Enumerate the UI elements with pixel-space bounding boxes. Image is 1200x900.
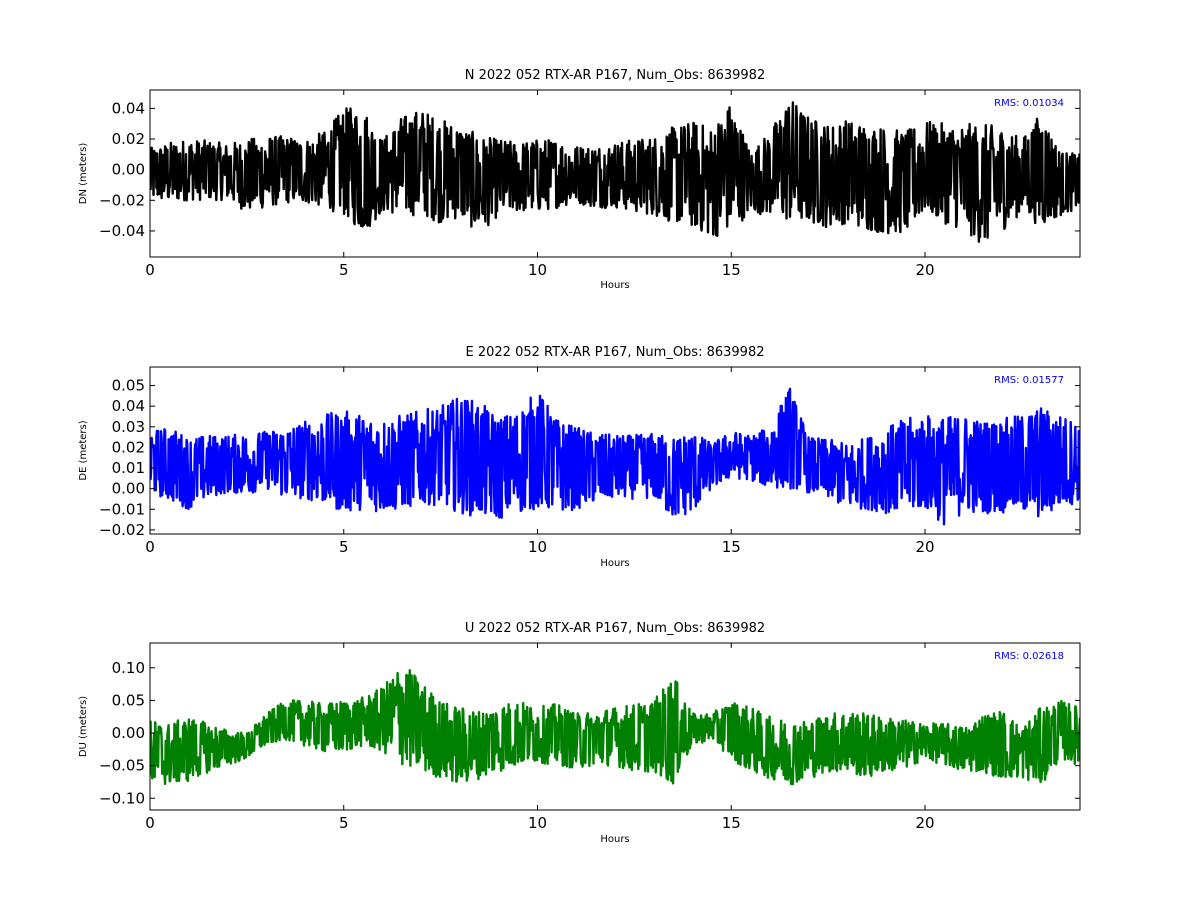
y-tick-label: 0.00 (112, 161, 145, 179)
plot-marks: 0 5 10 15 20 0.05 0.04 0.03 0.02 0.01 0.00 −0.01 −0.… (99, 366, 1081, 556)
y-tick-label: 0.02 (112, 130, 145, 148)
x-tick-label: 15 (722, 538, 741, 556)
x-tick-label: 5 (339, 538, 349, 556)
y-tick-label: 0.00 (112, 480, 145, 498)
y-tick-label: 0.04 (112, 397, 145, 415)
x-tick-label: 20 (915, 814, 934, 832)
panel-east: E 2022 052 RTX-AR P167, Num_Obs: 8639982… (78, 345, 1081, 569)
rms-annotation: RMS: 0.01577 (994, 375, 1064, 386)
x-tick-label: 10 (528, 814, 547, 832)
y-tick-label: 0.04 (112, 99, 145, 117)
x-tick-label: 20 (915, 538, 934, 556)
plot-marks: 0 5 10 15 20 0.04 0.02 0.00 −0.02 −0.04 (99, 89, 1081, 279)
x-axis-label: Hours (600, 834, 629, 845)
y-axis-label: DU (meters) (78, 696, 89, 757)
chart-title: E 2022 052 RTX-AR P167, Num_Obs: 8639982 (466, 345, 765, 360)
x-tick-label: 10 (528, 261, 547, 279)
x-tick-label: 20 (915, 261, 934, 279)
y-axis-label: DN (meters) (78, 143, 89, 205)
axes-frame (149, 642, 1081, 811)
x-tick-label: 0 (145, 538, 155, 556)
x-axis-label: Hours (600, 280, 629, 291)
y-tick-label: −0.04 (99, 222, 145, 240)
x-tick-label: 10 (528, 538, 547, 556)
y-tick-label: 0.01 (112, 459, 145, 477)
y-axis-label: DE (meters) (78, 420, 89, 480)
y-tick-label: −0.02 (99, 191, 145, 209)
axes-frame (149, 366, 1081, 535)
rms-annotation: RMS: 0.02618 (994, 651, 1064, 662)
series-line (150, 669, 1080, 786)
rms-annotation: RMS: 0.01034 (994, 98, 1064, 109)
y-tick-label: 0.02 (112, 438, 145, 456)
y-tick-label: 0.05 (112, 377, 145, 395)
chart-title: N 2022 052 RTX-AR P167, Num_Obs: 8639982 (465, 68, 765, 83)
x-tick-label: 15 (722, 261, 741, 279)
x-axis-label: Hours (600, 558, 629, 569)
x-tick-label: 0 (145, 814, 155, 832)
y-tick-label: −0.01 (99, 500, 145, 518)
series-line (150, 387, 1080, 526)
y-tick-label: −0.02 (99, 521, 145, 539)
y-tick-label: 0.03 (112, 418, 145, 436)
x-tick-label: 5 (339, 814, 349, 832)
plot-marks: 0 5 10 15 20 0.10 0.05 0.00 −0.05 −0.10 (99, 642, 1081, 832)
x-tick-label: 15 (722, 814, 741, 832)
y-tick-label: 0.00 (112, 724, 145, 742)
panel-up: U 2022 052 RTX-AR P167, Num_Obs: 8639982… (78, 621, 1081, 845)
y-tick-label: 0.10 (112, 659, 145, 677)
chart-title: U 2022 052 RTX-AR P167, Num_Obs: 8639982 (465, 621, 765, 636)
x-tick-label: 0 (145, 261, 155, 279)
y-tick-label: 0.05 (112, 691, 145, 709)
y-tick-label: −0.10 (99, 789, 145, 807)
x-tick-label: 5 (339, 261, 349, 279)
axes-frame (149, 89, 1081, 258)
y-tick-label: −0.05 (99, 757, 145, 775)
series-line (150, 101, 1080, 243)
panel-north: N 2022 052 RTX-AR P167, Num_Obs: 8639982… (78, 68, 1081, 291)
